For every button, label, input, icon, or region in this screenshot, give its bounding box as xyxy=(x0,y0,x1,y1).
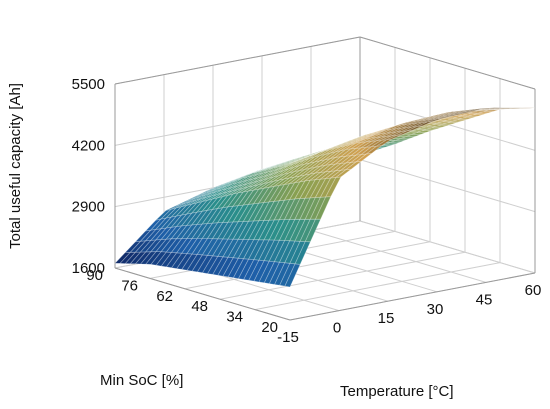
frame-edge xyxy=(114,267,291,321)
frame-edge xyxy=(359,36,536,90)
y-tick-label: 48 xyxy=(191,298,208,315)
z-axis-label: Total useful capacity [Ah] xyxy=(7,83,24,249)
frame-edge xyxy=(114,36,361,85)
floor-grid-line xyxy=(254,262,501,311)
y-tick-label: 90 xyxy=(86,267,103,284)
x-axis-label: Temperature [°C] xyxy=(340,383,454,400)
y-axis-label: Min SoC [%] xyxy=(100,372,183,389)
z-tick-label: 1600 xyxy=(72,260,105,277)
y-tick-label: 62 xyxy=(156,288,173,305)
side-wall-grid-line xyxy=(359,159,536,213)
floor-grid-line xyxy=(184,241,431,290)
surface-group xyxy=(114,107,536,288)
side-wall-grid-line xyxy=(359,220,536,274)
z-tick-label: 2900 xyxy=(72,199,105,216)
floor-grid-line xyxy=(310,229,487,283)
y-tick-label: 34 xyxy=(226,309,243,326)
x-tick-label: 30 xyxy=(427,301,444,318)
y-tick-label: 76 xyxy=(121,277,138,294)
back-wall-grid-line xyxy=(114,97,361,146)
x-tick-label: -15 xyxy=(277,329,299,346)
x-tick-label: 60 xyxy=(525,282,542,299)
tick-group: 1600 2900 4200 5500 90 76 62 48 34 20-15 0 15 30 45 60 xyxy=(72,76,542,346)
x-tick-label: 45 xyxy=(476,291,493,308)
z-tick-label: 5500 xyxy=(72,76,105,93)
y-tick-label: 20 xyxy=(261,319,278,336)
floor-grid-line xyxy=(219,251,466,300)
grid-group xyxy=(114,36,536,321)
x-tick-label: 15 xyxy=(378,310,395,327)
z-tick-label: 4200 xyxy=(72,137,105,154)
frame-edge xyxy=(289,272,536,321)
x-tick-label: 0 xyxy=(333,320,341,337)
